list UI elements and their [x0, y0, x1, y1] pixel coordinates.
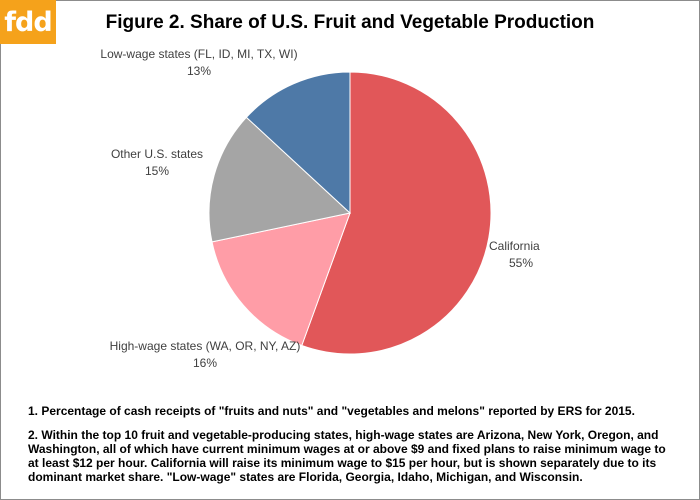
slice-label-high-wage-states: High-wage states (WA, OR, NY, AZ) [110, 339, 301, 353]
slice-value-other-us-states: 15% [145, 164, 169, 178]
pie-chart: California 55% High-wage states (WA, OR, N… [100, 47, 540, 370]
chart-title: Figure 2. Share of U.S. Fruit and Vegeta… [105, 12, 595, 33]
pie-slice-low-wage-states [245, 71, 351, 215]
slice-value-high-wage-states: 16% [193, 356, 217, 370]
fdd-logo: fdd [0, 0, 56, 44]
logo-text: fdd [4, 6, 52, 38]
pie-slice-high-wage-states [211, 212, 351, 347]
footnotes: 1. Percentage of cash receipts of "fruit… [28, 404, 678, 494]
footnote-2: 2. Within the top 10 fruit and vegetable… [28, 428, 666, 484]
pie-slice-other-us-states [208, 116, 352, 243]
footnote-1: 1. Percentage of cash receipts of "fruit… [28, 404, 635, 418]
slice-label-low-wage-states: Low-wage states (FL, ID, MI, TX, WI) [100, 47, 297, 61]
pie-slice-california [301, 71, 492, 355]
slice-value-low-wage-states: 13% [187, 64, 211, 78]
slice-value-california: 55% [509, 256, 533, 270]
slice-label-california: California [489, 239, 540, 253]
slice-label-other-us-states: Other U.S. states [111, 147, 203, 161]
